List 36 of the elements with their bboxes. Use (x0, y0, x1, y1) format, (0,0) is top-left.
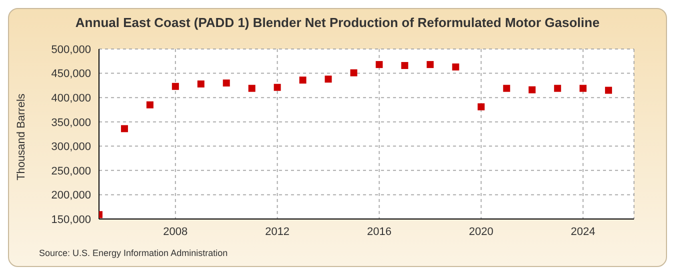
point (426, 61, 434, 68)
y-tick-label: 150,000 (51, 214, 91, 226)
x-tick-label: 2024 (570, 226, 596, 238)
point (401, 62, 408, 70)
point (605, 86, 612, 94)
y-tick-label: 200,000 (51, 190, 91, 202)
point (324, 76, 332, 83)
x-tick-label: 2008 (163, 226, 188, 238)
y-axis-title: Thousand Barrels (15, 93, 28, 180)
point (554, 84, 562, 92)
point (120, 125, 128, 132)
x-tick-label: 2012 (265, 226, 290, 238)
y-tick-label: 300,000 (51, 141, 91, 154)
point (350, 69, 358, 76)
y-tick-label: 350,000 (51, 116, 91, 129)
point (299, 76, 306, 84)
point (580, 84, 587, 92)
chart-title: Annual East Coast (PADD 1) Blender Net Production of Reformulated Motor Gasoline (74, 15, 601, 30)
point (478, 103, 485, 110)
point (172, 82, 179, 90)
point (452, 63, 460, 70)
x-tick-label: 2020 (468, 226, 494, 238)
point (274, 84, 281, 91)
y-tick-label: 400,000 (51, 92, 91, 104)
point (528, 86, 536, 94)
point (197, 80, 204, 88)
x-tick-label: 2016 (366, 226, 392, 238)
y-tick-label: 450,000 (51, 68, 91, 80)
y-tick-label: 250,000 (51, 165, 91, 178)
y-tick-label: 500,000 (51, 44, 91, 56)
point (503, 84, 510, 92)
point (222, 80, 230, 86)
point (376, 61, 383, 68)
point (146, 101, 154, 108)
source-note: Source: U.S. Energy Information Administration (39, 248, 228, 258)
point (248, 84, 256, 92)
